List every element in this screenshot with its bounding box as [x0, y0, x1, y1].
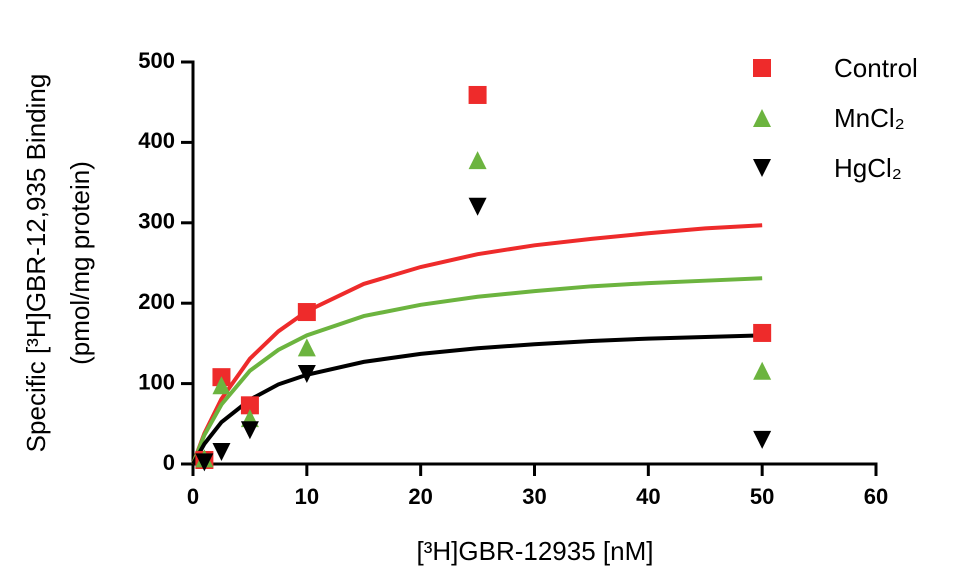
point	[468, 85, 487, 104]
y-tick-label: 200	[138, 289, 175, 314]
x-tick-label: 40	[636, 484, 660, 509]
x-tick-label: 50	[750, 484, 774, 509]
legend-marker	[753, 159, 771, 177]
x-tick-label: 30	[522, 484, 546, 509]
point	[297, 338, 316, 357]
y-tick-label: 100	[138, 369, 175, 394]
legend-marker	[753, 109, 771, 127]
point	[297, 364, 316, 383]
y-tick-label: 0	[163, 450, 175, 475]
x-tick-label: 10	[295, 484, 319, 509]
y-axis-title: (pmol/mg protein)	[65, 161, 95, 365]
x-axis-title: [³H]GBR-12935 [nM]	[417, 536, 654, 566]
point	[240, 396, 259, 415]
x-tick-label: 20	[408, 484, 432, 509]
point	[212, 376, 231, 395]
y-tick-label: 300	[138, 209, 175, 234]
fit-curve	[191, 276, 763, 465]
point	[753, 430, 772, 449]
x-tick-label: 60	[864, 484, 888, 509]
point	[753, 361, 772, 380]
legend-label: HgCl₂	[834, 153, 902, 183]
point	[468, 197, 487, 216]
point	[195, 453, 214, 472]
point	[212, 442, 231, 461]
point	[240, 421, 259, 440]
y-axis-title: Specific [³H]GBR-12,935 Binding	[21, 74, 51, 453]
legend-label: Control	[834, 53, 918, 83]
legend-label: MnCl₂	[834, 103, 905, 133]
y-tick-label: 400	[138, 128, 175, 153]
y-tick-label: 500	[138, 48, 175, 73]
fit-curve	[191, 223, 763, 465]
point	[468, 151, 487, 170]
point	[297, 303, 316, 322]
point	[753, 323, 772, 342]
x-tick-label: 0	[187, 484, 199, 509]
legend-marker	[753, 59, 771, 77]
fit-curve	[191, 333, 763, 465]
